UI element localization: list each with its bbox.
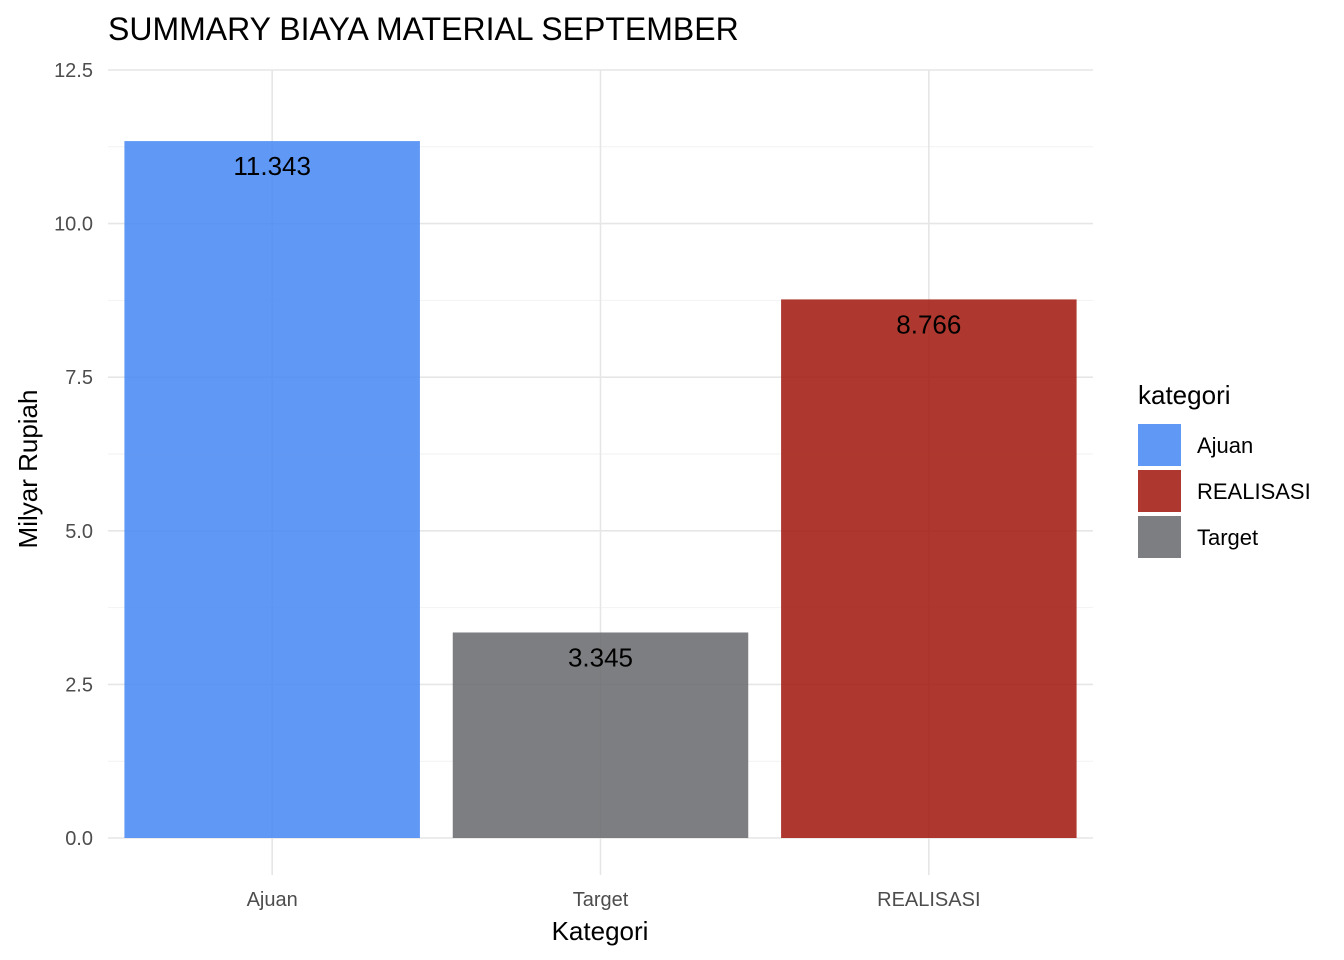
data-label-ajuan: 11.343 bbox=[233, 151, 311, 181]
x-tick-label-realisasi: REALISASI bbox=[877, 889, 980, 911]
x-tick-label-target: Target bbox=[573, 889, 629, 911]
legend-label-ajuan: Ajuan bbox=[1197, 433, 1253, 458]
legend-label-realisasi: REALISASI bbox=[1197, 479, 1311, 504]
y-tick-label: 0.0 bbox=[65, 828, 93, 850]
x-tick-label-ajuan: Ajuan bbox=[247, 889, 298, 911]
y-tick-label: 2.5 bbox=[65, 674, 93, 696]
y-tick-label: 12.5 bbox=[54, 60, 93, 82]
legend-label-target: Target bbox=[1197, 525, 1258, 550]
bar-ajuan bbox=[124, 141, 420, 839]
y-tick-label: 5.0 bbox=[65, 521, 93, 543]
data-label-target: 3.345 bbox=[568, 642, 633, 672]
legend-key-ajuan bbox=[1138, 424, 1181, 466]
data-label-realisasi: 8.766 bbox=[896, 309, 961, 339]
x-axis-ticks: Ajuan Target REALISASI bbox=[247, 889, 981, 911]
legend-key-target bbox=[1138, 516, 1181, 558]
x-axis-title: Kategori bbox=[552, 916, 649, 946]
y-axis-ticks: 0.0 2.5 5.0 7.5 10.0 12.5 bbox=[54, 60, 93, 850]
chart-title: SUMMARY BIAYA MATERIAL SEPTEMBER bbox=[108, 11, 739, 47]
bar-realisasi bbox=[781, 299, 1077, 838]
y-axis-title: Milyar Rupiah bbox=[13, 390, 43, 549]
legend: kategori Ajuan REALISASI Target bbox=[1138, 380, 1311, 558]
legend-title: kategori bbox=[1138, 380, 1231, 410]
data-labels: 11.343 3.345 8.766 bbox=[233, 151, 961, 672]
legend-key-realisasi bbox=[1138, 470, 1181, 512]
bars bbox=[124, 141, 1077, 839]
bar-target bbox=[452, 632, 749, 838]
y-tick-label: 7.5 bbox=[65, 367, 93, 389]
y-tick-label: 10.0 bbox=[54, 214, 93, 236]
